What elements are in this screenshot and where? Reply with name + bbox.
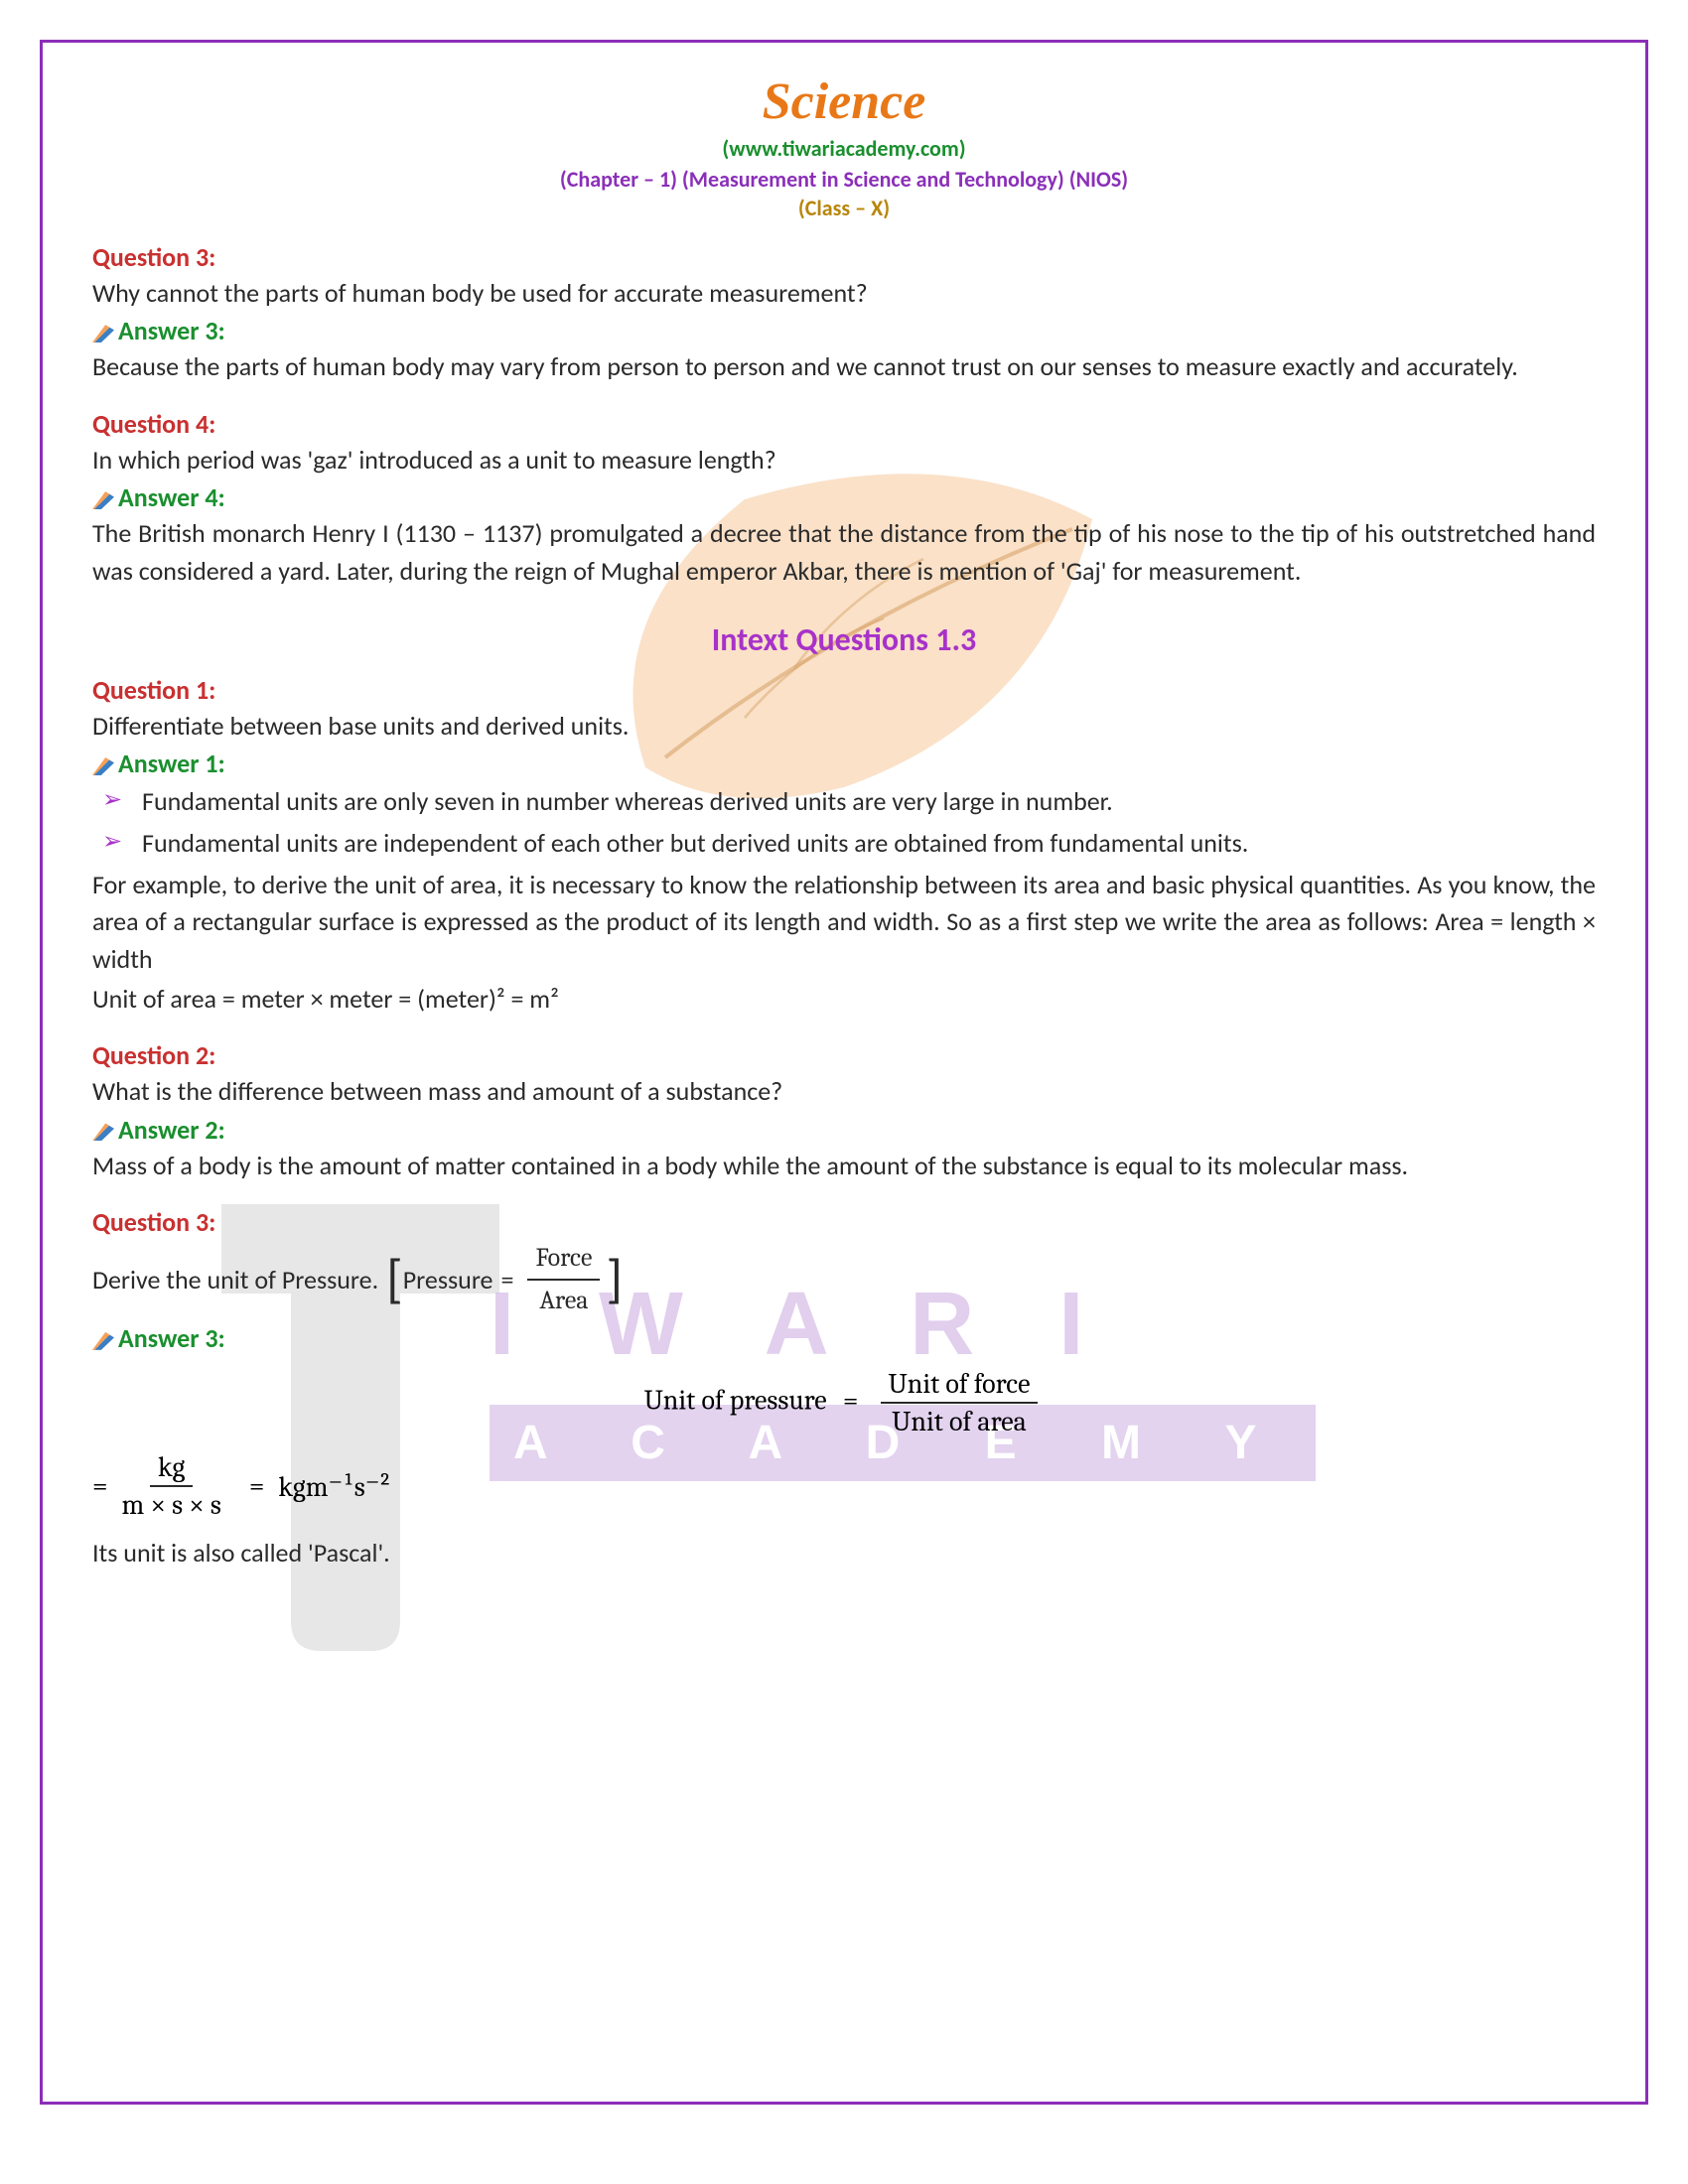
pressure-formula: [ Pressure = Force Area ]: [386, 1240, 623, 1318]
unit-pressure-eq2: = kg m × s × s = kgm⁻¹s⁻²: [92, 1451, 1596, 1521]
s13-q3-text: Derive the unit of Pressure. [ Pressure …: [92, 1240, 1596, 1318]
answer-3-text: Because the parts of human body may vary…: [92, 348, 1596, 386]
question-3-text: Why cannot the parts of human body be us…: [92, 275, 1596, 311]
unit-pressure-eq1: Unit of pressure = Unit of force Unit of…: [92, 1368, 1596, 1437]
list-item: Fundamental units are independent of eac…: [142, 825, 1596, 863]
s13-question-1-block: Question 1: Differentiate between base u…: [92, 674, 1596, 1019]
answer-4-text: The British monarch Henry I (1130 – 1137…: [92, 515, 1596, 590]
answer-3-label: Answer 3:: [92, 315, 1596, 346]
chapter-line: (Chapter – 1) (Measurement in Science an…: [92, 166, 1596, 193]
s13-q1-label: Question 1:: [92, 674, 1596, 706]
s13-question-3-block: Question 3: Derive the unit of Pressure.…: [92, 1206, 1596, 1571]
s13-a3-final: Its unit is also called 'Pascal'.: [92, 1535, 1596, 1572]
s13-q1-text: Differentiate between base units and der…: [92, 708, 1596, 744]
page-title: Science: [92, 72, 1596, 131]
question-4-label: Question 4:: [92, 408, 1596, 440]
question-4-text: In which period was 'gaz' introduced as …: [92, 442, 1596, 478]
s13-a1-bullets: Fundamental units are only seven in numb…: [92, 783, 1596, 862]
list-item: Fundamental units are only seven in numb…: [142, 783, 1596, 821]
s13-a1-label: Answer 1:: [92, 748, 1596, 779]
s13-a1-followup1: For example, to derive the unit of area,…: [92, 867, 1596, 979]
s13-q3-label: Question 3:: [92, 1206, 1596, 1238]
s13-a2-text: Mass of a body is the amount of matter c…: [92, 1148, 1596, 1185]
s13-a3-label: Answer 3:: [92, 1322, 1596, 1354]
s13-a2-label: Answer 2:: [92, 1114, 1596, 1146]
section-1-3-title: Intext Questions 1.3: [92, 620, 1596, 659]
class-line: (Class – X): [92, 195, 1596, 221]
question-4-block: Question 4: In which period was 'gaz' in…: [92, 408, 1596, 591]
s13-q2-text: What is the difference between mass and …: [92, 1073, 1596, 1109]
s13-question-2-block: Question 2: What is the difference betwe…: [92, 1039, 1596, 1184]
site-url: (www.tiwariacademy.com): [92, 135, 1596, 162]
s13-q2-label: Question 2:: [92, 1039, 1596, 1071]
question-3-block: Question 3: Why cannot the parts of huma…: [92, 241, 1596, 386]
s13-a1-followup2: Unit of area = meter × meter = (meter)² …: [92, 981, 1596, 1019]
answer-4-label: Answer 4:: [92, 481, 1596, 513]
question-3-label: Question 3:: [92, 241, 1596, 273]
